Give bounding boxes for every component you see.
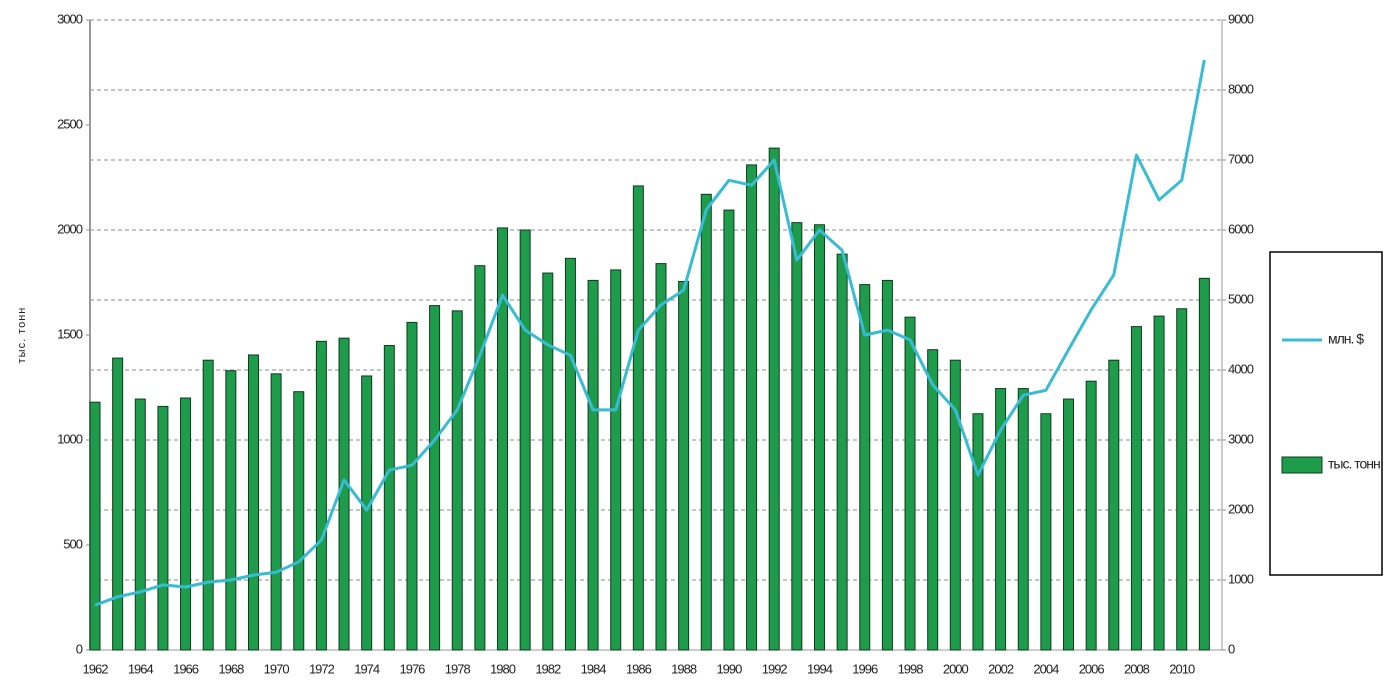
bar <box>1130 326 1142 651</box>
bar <box>474 265 486 651</box>
bar <box>180 397 192 651</box>
legend-swatch <box>1281 456 1323 474</box>
bar <box>451 310 463 651</box>
x-tick-label: 1998 <box>898 661 924 676</box>
bar <box>247 354 259 651</box>
bar <box>791 222 803 651</box>
x-tick-label: 1968 <box>218 661 244 676</box>
x-tick-label: 1972 <box>309 661 335 676</box>
bar <box>836 253 848 651</box>
bar <box>859 284 871 651</box>
x-tick-label: 1980 <box>490 661 516 676</box>
y2-tick-label: 8000 <box>1228 81 1254 96</box>
x-tick-label: 1962 <box>83 661 109 676</box>
bar <box>587 279 599 651</box>
x-tick-label: 1976 <box>399 661 425 676</box>
x-tick-label: 1988 <box>671 661 697 676</box>
bar <box>949 359 961 651</box>
bar <box>406 321 418 651</box>
y2-tick-label: 4000 <box>1228 361 1254 376</box>
x-tick-label: 2010 <box>1169 661 1195 676</box>
y2-tick-label: 2000 <box>1228 501 1254 516</box>
bar <box>1063 398 1075 651</box>
bar <box>904 316 916 651</box>
line <box>94 59 1206 607</box>
x-tick-label: 2002 <box>988 661 1014 676</box>
x-tick-label: 1984 <box>581 661 607 676</box>
y2-tick-label: 6000 <box>1228 221 1254 236</box>
legend-box <box>1269 251 1383 576</box>
bar <box>972 413 984 651</box>
bar <box>1153 315 1165 651</box>
bar <box>1108 359 1120 651</box>
bar <box>112 357 124 651</box>
bar <box>881 279 893 651</box>
bar <box>1017 388 1029 651</box>
bar <box>497 227 509 651</box>
bar <box>519 229 531 651</box>
bar <box>270 373 282 651</box>
bar <box>361 375 373 651</box>
x-tick-label: 1992 <box>762 661 788 676</box>
legend-label: млн. $ <box>1328 331 1364 347</box>
bar <box>655 263 667 651</box>
bar <box>768 147 780 651</box>
y-tick-label: 500 <box>63 536 82 551</box>
bar <box>89 401 101 651</box>
bar <box>542 272 554 651</box>
bar <box>927 349 939 651</box>
y2-tick-label: 7000 <box>1228 151 1254 166</box>
bar <box>202 359 214 651</box>
bar <box>995 388 1007 651</box>
x-tick-label: 1978 <box>445 661 471 676</box>
x-tick-label: 2004 <box>1033 661 1059 676</box>
bar <box>632 185 644 651</box>
y2-tick-label: 0 <box>1228 641 1235 656</box>
bar <box>610 269 622 651</box>
x-tick-label: 1996 <box>852 661 878 676</box>
bar <box>157 405 169 651</box>
x-tick-label: 1974 <box>354 661 380 676</box>
x-tick-label: 1986 <box>626 661 652 676</box>
y-tick-label: 0 <box>76 641 83 656</box>
x-tick-label: 1990 <box>716 661 742 676</box>
y2-tick-label: 9000 <box>1228 11 1254 26</box>
bar <box>700 193 712 651</box>
bar <box>225 370 237 651</box>
y-tick-label: 1000 <box>57 431 83 446</box>
bar <box>564 257 576 651</box>
x-tick-label: 1966 <box>173 661 199 676</box>
bar <box>1198 277 1210 651</box>
y2-tick-label: 3000 <box>1228 431 1254 446</box>
bar <box>813 224 825 651</box>
bar <box>1176 308 1188 651</box>
bar <box>678 280 690 651</box>
y-axis-label: тыс. тонн <box>16 307 28 364</box>
bar <box>315 340 327 651</box>
bar <box>746 164 758 651</box>
x-tick-label: 1994 <box>807 661 833 676</box>
bar <box>429 305 441 651</box>
bar <box>723 209 735 651</box>
x-tick-label: 2008 <box>1124 661 1150 676</box>
bar <box>134 398 146 651</box>
y-tick-label: 1500 <box>57 326 83 341</box>
x-tick-label: 2000 <box>943 661 969 676</box>
x-tick-label: 2006 <box>1079 661 1105 676</box>
bar <box>1085 380 1097 651</box>
y-tick-label: 3000 <box>57 11 83 26</box>
y2-tick-label: 1000 <box>1228 571 1254 586</box>
bar <box>383 345 395 651</box>
x-tick-label: 1970 <box>264 661 290 676</box>
bar <box>338 337 350 651</box>
y2-tick-label: 5000 <box>1228 291 1254 306</box>
x-tick-label: 1964 <box>128 661 154 676</box>
y-tick-label: 2500 <box>57 116 83 131</box>
legend-label: тыс. тонн <box>1328 456 1380 472</box>
y-tick-label: 2000 <box>57 221 83 236</box>
bar <box>293 391 305 651</box>
bar <box>1040 413 1052 651</box>
x-tick-label: 1982 <box>535 661 561 676</box>
